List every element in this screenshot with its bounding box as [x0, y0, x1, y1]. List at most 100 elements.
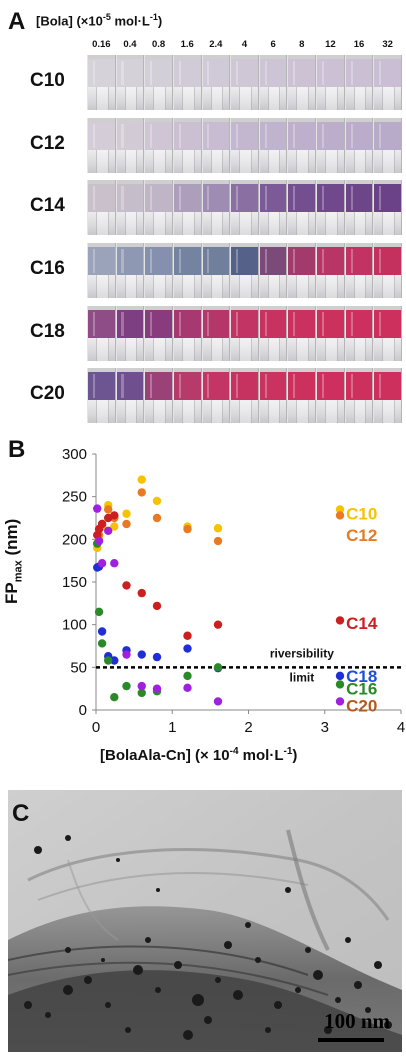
row-label: C20 [30, 383, 65, 404]
vial-shine [293, 312, 296, 336]
vial-shine [321, 186, 325, 210]
data-point-c16 [137, 688, 146, 698]
vial-shine [379, 249, 382, 273]
vial-glass [88, 338, 115, 361]
vial [115, 306, 145, 361]
vial-shine [150, 61, 153, 85]
vial-glass [88, 400, 115, 423]
vial-shine [264, 374, 267, 398]
vial-glass [345, 87, 373, 110]
x-tick-label: 0 [92, 719, 100, 736]
vial-liquid [259, 310, 287, 338]
vial-neck [296, 338, 310, 361]
concentration-label: 4 [241, 39, 248, 50]
vial-liquid [116, 372, 144, 400]
vial-liquid [231, 247, 258, 275]
vial-shine [293, 249, 296, 273]
vial [144, 180, 173, 235]
vial-shine [235, 249, 239, 273]
data-point-c12 [335, 511, 345, 520]
vial-liquid [173, 372, 201, 400]
vial [87, 368, 116, 423]
vial-glass [173, 87, 201, 110]
vial-glass [231, 400, 258, 423]
nanoparticle [155, 987, 161, 993]
nanoparticle [305, 947, 311, 953]
vial [201, 368, 231, 423]
vial-shine [293, 61, 296, 85]
vial-shine [92, 374, 95, 398]
vial-liquid [116, 184, 144, 212]
vial-neck [210, 212, 224, 235]
vial-neck [210, 338, 224, 361]
vial-glass [202, 87, 230, 110]
vial-liquid [231, 310, 258, 338]
vial-shine [264, 124, 267, 148]
vial [373, 368, 402, 423]
vial-liquid [116, 310, 144, 338]
vial-neck [124, 275, 138, 298]
vial-neck [153, 87, 166, 110]
row-label: C16 [30, 258, 65, 279]
vial-liquid [317, 59, 344, 87]
vial-shine [235, 186, 239, 210]
vial-glass [259, 275, 287, 298]
vial [287, 306, 317, 361]
vial-neck [95, 150, 109, 173]
vial [287, 368, 317, 423]
data-point-c18 [137, 650, 146, 659]
vial [87, 118, 116, 173]
data-point-c14 [122, 581, 131, 590]
vial-neck [296, 87, 310, 110]
vial-strip [87, 118, 402, 173]
nanoparticle [65, 947, 71, 953]
vial [344, 306, 374, 361]
series-label-c20: C20 [346, 697, 377, 716]
vial-liquid [374, 372, 402, 400]
x-tick-label: 2 [244, 719, 252, 736]
vial-liquid [88, 372, 115, 400]
vial-glass [374, 87, 402, 110]
vial-liquid [88, 122, 115, 150]
vial-neck [353, 338, 367, 361]
vial-shine [92, 186, 95, 210]
data-point-c20 [104, 526, 113, 535]
vial-glass [288, 338, 316, 361]
vial-liquid [202, 372, 230, 400]
x-tick-label: 3 [321, 719, 329, 736]
vial-liquid [259, 59, 287, 87]
vial-glass [116, 275, 144, 298]
vial-neck [382, 87, 396, 110]
nanoparticle [365, 1007, 371, 1013]
vial-liquid [173, 59, 201, 87]
vial-glass [259, 212, 287, 235]
concentration-label: 8 [299, 39, 305, 50]
vial-shine [350, 312, 353, 336]
vial-liquid [116, 59, 144, 87]
vial-shine [178, 61, 181, 85]
vial-liquid [345, 59, 373, 87]
vial-neck [296, 212, 310, 235]
vial-liquid [202, 184, 230, 212]
nanoparticle [345, 937, 351, 943]
vial-shine [178, 374, 181, 398]
vial-glass [345, 400, 373, 423]
vial-neck [210, 275, 224, 298]
data-point-c14 [97, 519, 107, 529]
data-point-c12 [213, 536, 223, 546]
series-label-c14: C14 [346, 614, 378, 633]
nanoparticle [354, 981, 362, 989]
vial-strip [87, 368, 402, 423]
vial-liquid [288, 59, 316, 87]
panel-a: A [Bola] (×10-5 mol·L-1) 0.16 0.4 0.8 1.6 2.… [0, 0, 406, 435]
vial-neck [181, 275, 195, 298]
data-point-c12 [152, 513, 162, 523]
data-point-c20 [152, 684, 162, 693]
vial-strip [87, 243, 402, 298]
vial-liquid [259, 184, 287, 212]
vial [373, 243, 402, 298]
nanoparticle [84, 976, 92, 984]
nanoparticle [105, 1002, 111, 1008]
vial [201, 306, 231, 361]
vial-liquid [345, 247, 373, 275]
